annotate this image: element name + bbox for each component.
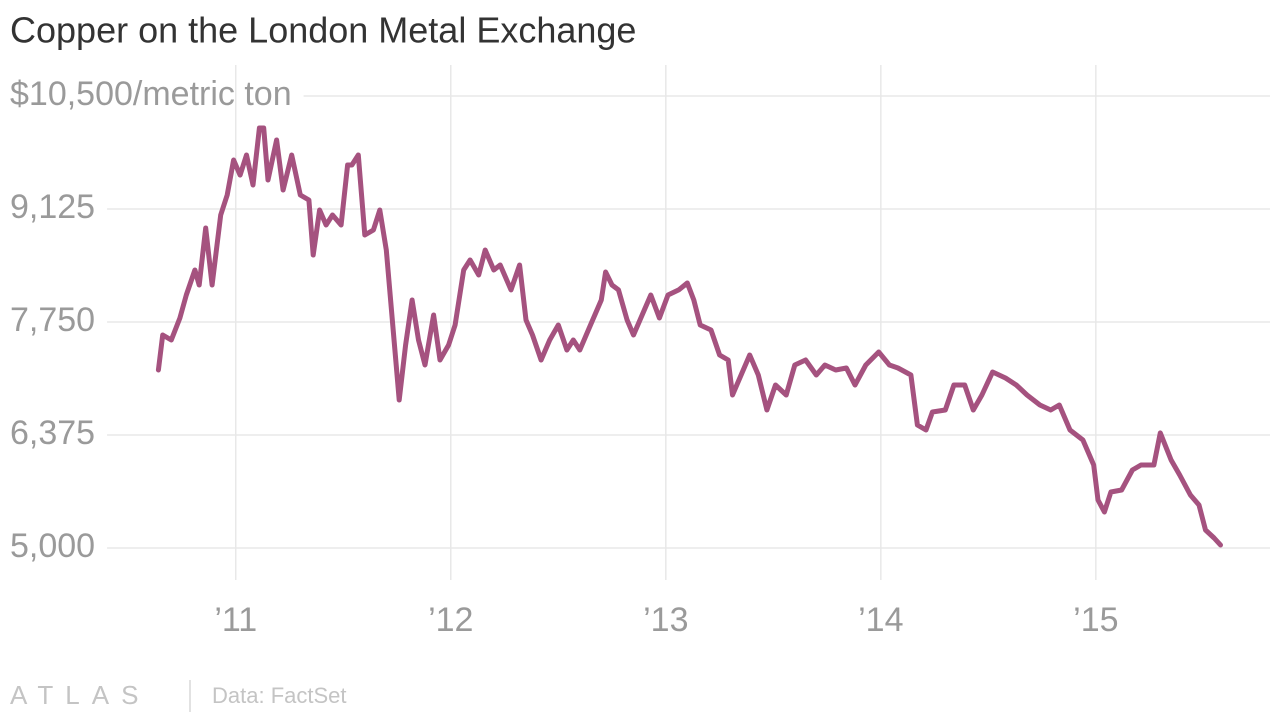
source: Data: FactSet	[212, 683, 347, 708]
x-tick-label: ’15	[1073, 601, 1118, 639]
y-tick-label: 6,375	[10, 414, 95, 452]
y-tick-label: 5,000	[10, 527, 95, 565]
x-tick-label: ’12	[428, 601, 473, 639]
chart-title: Copper on the London Metal Exchange	[10, 10, 636, 51]
y-tick-label: 9,125	[10, 188, 95, 226]
line	[155, 125, 1223, 548]
logo: ATLAS	[10, 680, 150, 710]
x-tick-label: ’13	[643, 601, 688, 639]
x-tick-label: ’11	[214, 601, 257, 639]
y-tick-label: 7,750	[10, 301, 95, 339]
x-tick-label: ’14	[858, 601, 903, 639]
y-tick-label: $10,500/metric ton	[10, 75, 292, 113]
grid	[107, 65, 1270, 580]
